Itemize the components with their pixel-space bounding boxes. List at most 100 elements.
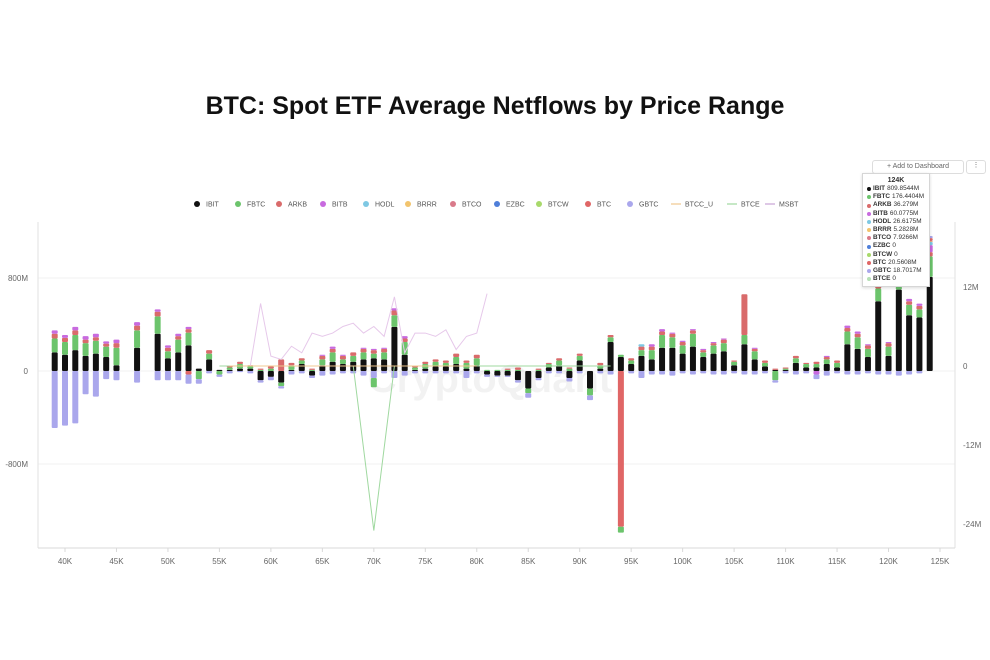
bar-segment-ibit: [175, 352, 182, 371]
chart-tooltip: 124K IBIT 809.8544M FBTC 176.4404M ARKB 36.27…: [862, 173, 930, 288]
bar-segment-ibit: [134, 347, 141, 371]
bar-segment-arkb: [679, 341, 686, 346]
bar-segment-bitb: [370, 348, 377, 351]
legend-label: BRRR: [417, 202, 437, 209]
bar-segment-fbtc: [556, 360, 563, 366]
bar-segment-arkb: [885, 343, 892, 347]
bar-segment-arkb: [597, 362, 604, 366]
bar-segment-arkb: [257, 368, 264, 370]
bar-segment-ibit: [813, 367, 820, 371]
bar-segment-gbtc: [319, 371, 326, 376]
bar-segment-fbtc: [412, 367, 418, 370]
bar-segment-ibit: [391, 326, 398, 371]
bar-segment-gbtc: [195, 379, 202, 384]
bar-segment-fbtc: [309, 369, 316, 371]
legend-marker: [405, 201, 411, 207]
bar-segment-gbtc: [834, 371, 841, 374]
tooltip-row: EZBC 0: [867, 242, 925, 250]
bar-segment-fbtc: [679, 345, 686, 354]
bar-segment-fbtc: [494, 369, 501, 371]
bar-segment-fbtc: [689, 333, 696, 347]
bar-segment-ibit: [926, 276, 933, 371]
x-tick-label: 60K: [264, 557, 279, 566]
bar-segment-ibit: [257, 371, 264, 381]
bar-segment-gbtc: [885, 371, 892, 375]
tooltip-name: HODL: [873, 217, 892, 225]
bar-segment-arkb: [453, 353, 460, 358]
bar-segment-fbtc: [710, 345, 717, 354]
legend-label: BTCC_U: [685, 202, 713, 209]
tooltip-dot: [867, 277, 871, 282]
bar-segment-ibit: [689, 346, 696, 371]
bar-segment-ibit: [792, 362, 799, 371]
x-tick-label: 115K: [828, 557, 847, 566]
bar-segment-fbtc: [370, 377, 377, 388]
bar-segment-arkb: [432, 359, 439, 362]
bar-segment-bitb: [864, 344, 871, 346]
bar-segment-gbtc: [288, 371, 295, 375]
bar-segment-bitb: [659, 329, 666, 332]
bar-segment-fbtc: [484, 369, 491, 371]
bar-segment-fbtc: [762, 362, 768, 367]
bar-segment-gbtc: [391, 371, 398, 378]
bar-segment-arkb: [288, 362, 295, 366]
bar-segment-fbtc: [360, 352, 367, 360]
bar-segment-arkb: [134, 325, 141, 331]
bar-segment-fbtc: [741, 334, 748, 345]
bar-segment-gbtc: [638, 371, 645, 378]
bar-segment-ibit: [473, 365, 480, 371]
bar-segment-ibit: [412, 369, 418, 371]
tooltip-row: GBTC 18.7017M: [867, 267, 925, 275]
bar-segment-fbtc: [391, 315, 398, 327]
bar-segment-gbtc: [566, 377, 573, 382]
bar-segment-gbtc: [92, 371, 99, 397]
bar-segment-arkb: [62, 337, 68, 342]
bar-segment-gbtc: [782, 371, 789, 374]
bar-segment-bitb: [854, 331, 861, 334]
more-options-button[interactable]: ⋮: [966, 160, 986, 174]
bar-segment-gbtc: [51, 371, 58, 428]
bar-segment-fbtc: [267, 368, 274, 371]
bar-segment-fbtc: [185, 332, 192, 346]
bar-segment-arkb: [669, 333, 676, 338]
bar-segment-ibit: [772, 369, 779, 371]
tooltip-value: 26.6175M: [893, 217, 922, 225]
bar-segment-bitb: [823, 355, 830, 358]
bar-segment-gbtc: [514, 380, 521, 383]
bar-segment-gbtc: [226, 371, 233, 374]
x-tick-label: 75K: [418, 557, 433, 566]
bar-segment-arkb: [566, 367, 573, 369]
bar-segment-arkb: [720, 339, 727, 344]
bar-segment-gbtc: [175, 371, 182, 381]
bar-segment-bitb: [319, 354, 326, 356]
tooltip-value: 18.7017M: [893, 267, 922, 275]
bar-segment-fbtc: [350, 355, 357, 362]
bar-segment-gbtc: [237, 371, 243, 373]
bar-segment-ibit: [494, 371, 501, 376]
bar-segment-gbtc: [700, 371, 707, 374]
bar-segment-arkb: [607, 334, 614, 338]
bar-segment-fbtc: [566, 368, 573, 371]
tooltip-value: 176.4404M: [892, 193, 925, 201]
bar-segment-fbtc: [226, 367, 233, 370]
bar-segment-gbtc: [772, 380, 779, 383]
legend-marker: [450, 201, 456, 207]
bar-segment-gbtc: [164, 371, 171, 381]
bar-segment-fbtc: [803, 364, 810, 368]
bar-segment-arkb: [556, 358, 563, 361]
legend-label: EZBC: [506, 202, 525, 209]
bar-segment-ibit: [803, 367, 810, 371]
bar-segment-ibit: [442, 366, 449, 371]
bar-segment-gbtc: [628, 371, 635, 374]
tooltip-name: BTCO: [873, 234, 892, 242]
tooltip-dot: [867, 211, 871, 216]
bar-segment-ibit: [206, 359, 213, 371]
bar-segment-fbtc: [72, 334, 79, 351]
x-tick-label: 80K: [470, 557, 485, 566]
bar-segment-fbtc: [278, 382, 285, 387]
bar-segment-bitb: [72, 326, 79, 331]
tooltip-name: BTCE: [873, 275, 891, 283]
bar-segment-fbtc: [51, 338, 58, 353]
bar-segment-ibit: [648, 359, 655, 371]
tooltip-value: 20.5608M: [888, 258, 917, 266]
